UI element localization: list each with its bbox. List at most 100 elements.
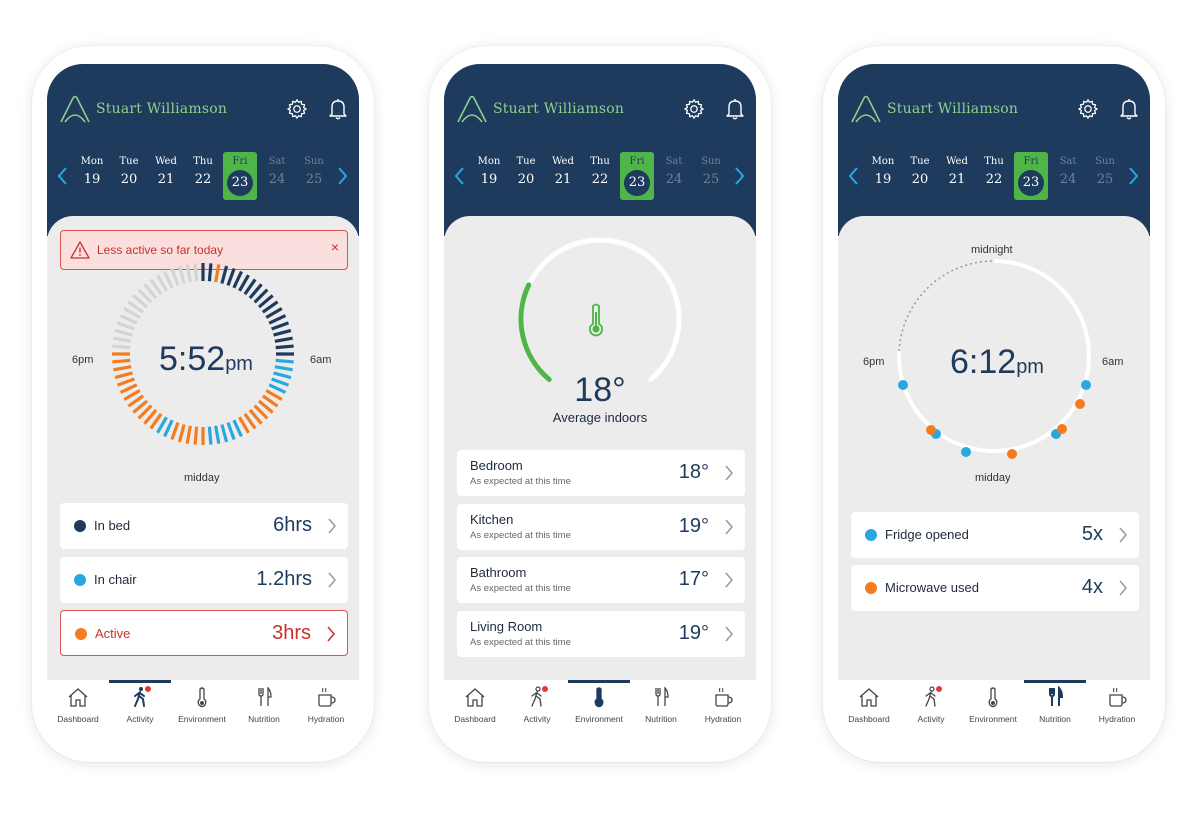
- day-sun[interactable]: Sun 25: [297, 152, 331, 200]
- activity-tick: [271, 377, 290, 387]
- nav-label: Nutrition: [248, 714, 280, 724]
- alert-close-button[interactable]: ×: [330, 239, 339, 255]
- user-name: Stuart Williamson: [493, 101, 625, 117]
- next-week-icon[interactable]: [733, 166, 745, 186]
- next-week-icon[interactable]: [1127, 166, 1139, 186]
- in-chair-row[interactable]: In chair 1.2hrs: [60, 557, 348, 603]
- day-thu[interactable]: Thu 22: [583, 152, 617, 200]
- day-sat[interactable]: Sat 24: [260, 152, 294, 200]
- next-week-icon[interactable]: [336, 166, 348, 186]
- nav-activity[interactable]: Activity: [109, 680, 171, 730]
- phone-nutrition: Stuart Williamson Mon 19 Tue 20 Wed 21 Thu 2…: [823, 46, 1165, 762]
- dial-label-6am: 6am: [310, 354, 332, 366]
- day-thu[interactable]: Thu 22: [186, 152, 220, 200]
- average-temperature: 18°: [574, 371, 626, 409]
- nav-activity[interactable]: Activity: [900, 680, 962, 730]
- day-sun[interactable]: Sun 25: [694, 152, 728, 200]
- day-date: 23: [227, 170, 253, 196]
- day-sat[interactable]: Sat 24: [1051, 152, 1085, 200]
- prev-week-icon[interactable]: [454, 166, 466, 186]
- bell-icon[interactable]: [328, 98, 348, 120]
- logo-icon: [851, 95, 881, 123]
- microwave-dot: [865, 582, 877, 594]
- prev-week-icon[interactable]: [57, 166, 69, 186]
- nav-nutrition[interactable]: Nutrition: [630, 680, 692, 730]
- activity-tick: [114, 328, 133, 337]
- day-mon[interactable]: Mon 19: [75, 152, 109, 200]
- room-temperature: 17°: [678, 568, 709, 590]
- nav-environment[interactable]: Environment: [568, 680, 630, 730]
- day-mon[interactable]: Mon 19: [866, 152, 900, 200]
- day-tue[interactable]: Tue 20: [112, 152, 146, 200]
- notification-dot: [542, 686, 548, 692]
- environment-content: 18° Average indoors Bedroom As expected …: [444, 216, 756, 680]
- active-row[interactable]: Active 3hrs: [60, 610, 348, 656]
- nav-label: Dashboard: [57, 714, 99, 724]
- nav-dashboard[interactable]: Dashboard: [444, 680, 506, 730]
- prev-week-icon[interactable]: [848, 166, 860, 186]
- day-wed[interactable]: Wed 21: [940, 152, 974, 200]
- day-mon[interactable]: Mon 19: [472, 152, 506, 200]
- day-fri-selected[interactable]: Fri 23: [223, 152, 257, 200]
- day-strip: Mon 19 Tue 20 Wed 21 Thu 22 Fri 23 Sat 24 Sun 2…: [838, 152, 1150, 204]
- day-name: Fri: [1023, 156, 1039, 167]
- bottom-nav: Dashboard Activity Environment Nutrition: [47, 680, 359, 744]
- room-row-living-room[interactable]: Living Room As expected at this time 19°: [457, 611, 745, 657]
- nav-environment[interactable]: Environment: [171, 680, 233, 730]
- nav-activity[interactable]: Activity: [506, 680, 568, 730]
- day-name: Mon: [80, 156, 104, 167]
- day-wed[interactable]: Wed 21: [546, 152, 580, 200]
- user-name: Stuart Williamson: [887, 101, 1019, 117]
- activity-tick: [149, 278, 163, 296]
- day-date: 25: [305, 172, 323, 187]
- nav-nutrition[interactable]: Nutrition: [1024, 680, 1086, 730]
- user-name: Stuart Williamson: [96, 101, 228, 117]
- time-ampm: pm: [1016, 356, 1044, 378]
- day-name: Mon: [871, 156, 895, 167]
- activity-tick: [143, 283, 158, 300]
- gear-icon[interactable]: [683, 98, 705, 120]
- gear-icon[interactable]: [286, 98, 308, 120]
- activity-tick: [226, 422, 236, 441]
- activity-tick: [273, 328, 292, 337]
- day-sat[interactable]: Sat 24: [657, 152, 691, 200]
- activity-tick: [232, 270, 243, 289]
- nav-hydration[interactable]: Hydration: [1086, 680, 1148, 730]
- nav-hydration[interactable]: Hydration: [692, 680, 754, 730]
- nav-hydration[interactable]: Hydration: [295, 680, 357, 730]
- walking-icon: [134, 687, 145, 707]
- room-row-bathroom[interactable]: Bathroom As expected at this time 17°: [457, 557, 745, 603]
- mug-icon: [1109, 687, 1127, 707]
- gear-icon[interactable]: [1077, 98, 1099, 120]
- activity-tick: [185, 264, 192, 283]
- fridge-opened-row[interactable]: Fridge opened 5x: [851, 512, 1139, 558]
- day-name: Mon: [477, 156, 501, 167]
- day-thu[interactable]: Thu 22: [977, 152, 1011, 200]
- nutrition-content: midnight 6pm 6am midday 6:12pm Fridge op…: [838, 216, 1150, 680]
- microwave-used-row[interactable]: Microwave used 4x: [851, 565, 1139, 611]
- room-row-bedroom[interactable]: Bedroom As expected at this time 18°: [457, 450, 745, 496]
- event-dot-microwave: [1007, 449, 1017, 459]
- day-date: 25: [702, 172, 720, 187]
- day-fri-selected[interactable]: Fri 23: [620, 152, 654, 200]
- row-value: 1.2hrs: [256, 568, 312, 590]
- day-tue[interactable]: Tue 20: [903, 152, 937, 200]
- day-wed[interactable]: Wed 21: [149, 152, 183, 200]
- nav-dashboard[interactable]: Dashboard: [838, 680, 900, 730]
- bell-icon[interactable]: [1119, 98, 1139, 120]
- in-bed-row[interactable]: In bed 6hrs: [60, 503, 348, 549]
- day-sun[interactable]: Sun 25: [1088, 152, 1122, 200]
- activity-tick: [112, 358, 131, 364]
- day-date: 24: [1059, 172, 1077, 187]
- activity-tick: [226, 267, 236, 286]
- day-fri-selected[interactable]: Fri 23: [1014, 152, 1048, 200]
- room-row-kitchen[interactable]: Kitchen As expected at this time 19°: [457, 504, 745, 550]
- nav-nutrition[interactable]: Nutrition: [233, 680, 295, 730]
- nav-dashboard[interactable]: Dashboard: [47, 680, 109, 730]
- gauge-fill: [518, 282, 552, 383]
- screen-environment: Stuart Williamson Mon 19 Tue 20 Wed 21 Thu 2…: [444, 64, 756, 744]
- bell-icon[interactable]: [725, 98, 745, 120]
- nav-environment[interactable]: Environment: [962, 680, 1024, 730]
- nav-label: Activity: [917, 714, 945, 724]
- day-tue[interactable]: Tue 20: [509, 152, 543, 200]
